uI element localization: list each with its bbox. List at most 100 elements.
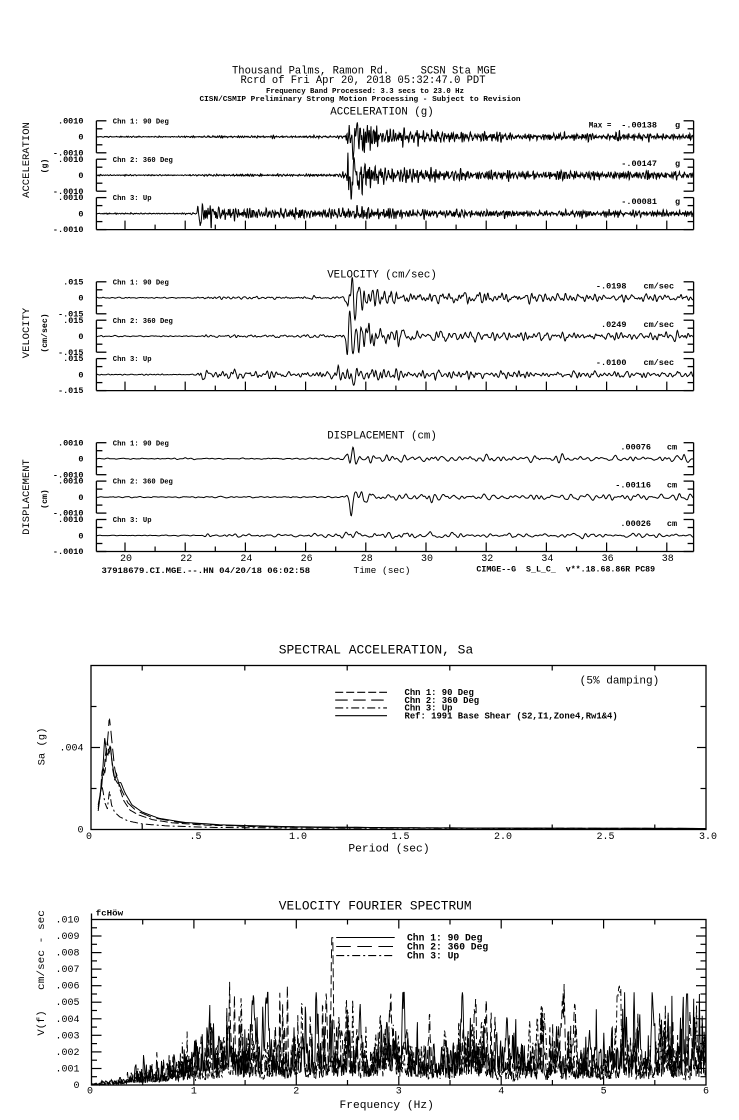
svg-text:3.0: 3.0 (699, 832, 717, 843)
svg-text:(5% damping): (5% damping) (580, 675, 660, 687)
svg-text:Chn 1: 90 Deg: Chn 1: 90 Deg (407, 932, 483, 943)
svg-text:2: 2 (293, 1087, 299, 1098)
svg-text:-.015: -.015 (58, 348, 84, 358)
svg-text:-.015: -.015 (58, 309, 84, 319)
svg-text:36: 36 (602, 554, 614, 565)
svg-text:Frequency Band Processed: 3.3: Frequency Band Processed: 3.3 secs to 23… (266, 88, 464, 96)
svg-text:-.0010: -.0010 (53, 187, 84, 197)
svg-text:Time (sec): Time (sec) (354, 565, 411, 576)
svg-text:.003: .003 (55, 1031, 79, 1042)
svg-text:(cm): (cm) (40, 489, 50, 509)
svg-text:Frequency (Hz): Frequency (Hz) (340, 1100, 434, 1112)
svg-text:Chn 3: Up: Chn 3: Up (113, 517, 152, 525)
svg-text:Ref: 1991 Base Shear (S2,I1,Zo: Ref: 1991 Base Shear (S2,I1,Zone4,Rw1&4) (405, 711, 618, 721)
svg-text:(g): (g) (40, 159, 50, 174)
svg-text:0: 0 (78, 531, 83, 541)
svg-text:.002: .002 (55, 1048, 79, 1059)
svg-text:0: 0 (73, 1081, 79, 1092)
svg-text:cm/sec: cm/sec (643, 320, 674, 330)
svg-text:.008: .008 (55, 949, 79, 960)
svg-text:cm/sec: cm/sec (643, 281, 674, 291)
svg-text:fcHöw: fcHöw (96, 910, 124, 919)
svg-text:.015: .015 (63, 316, 83, 326)
svg-text:VELOCITY FOURIER SPECTRUM: VELOCITY FOURIER SPECTRUM (279, 899, 472, 914)
svg-text:0: 0 (87, 1087, 93, 1098)
svg-text:1.5: 1.5 (391, 832, 409, 843)
svg-text:-.0100: -.0100 (596, 358, 627, 368)
svg-text:.005: .005 (55, 998, 79, 1009)
svg-text:0: 0 (78, 294, 83, 304)
svg-text:cm: cm (667, 481, 677, 491)
svg-text:Chn 1: 90 Deg: Chn 1: 90 Deg (113, 118, 170, 126)
svg-text:Chn 2: 360 Deg: Chn 2: 360 Deg (113, 318, 174, 326)
svg-text:0: 0 (78, 210, 83, 220)
svg-text:.0010: .0010 (58, 477, 84, 487)
svg-text:24: 24 (240, 554, 252, 565)
svg-text:CIMGE--G S_L_C_ v**.18.68.86: CIMGE--G S_L_C_ v**.18.68.86R PC89 (476, 565, 655, 575)
svg-text:22: 22 (180, 554, 192, 565)
svg-text:.015: .015 (63, 354, 83, 364)
svg-text:.0010: .0010 (58, 116, 84, 126)
svg-text:4: 4 (498, 1087, 504, 1098)
svg-text:.004: .004 (59, 744, 83, 755)
svg-text:34: 34 (541, 554, 553, 565)
svg-text:Chn 2: 360 Deg: Chn 2: 360 Deg (113, 479, 174, 487)
svg-text:CISN/CSMIP Preliminary Strong: CISN/CSMIP Preliminary Strong Motion Pro… (200, 96, 521, 104)
svg-text:30: 30 (421, 554, 433, 565)
svg-text:0: 0 (78, 371, 83, 381)
svg-text:-.0010: -.0010 (53, 509, 84, 519)
svg-text:.015: .015 (63, 277, 83, 287)
svg-text:3: 3 (396, 1087, 402, 1098)
svg-text:20: 20 (120, 554, 132, 565)
svg-text:-.00116: -.00116 (615, 481, 651, 491)
svg-text:.00026: .00026 (620, 519, 651, 529)
svg-text:0: 0 (78, 332, 83, 342)
svg-text:Chn 2: 360 Deg: Chn 2: 360 Deg (407, 941, 488, 952)
svg-text:Sa (g): Sa (g) (37, 728, 49, 766)
svg-text:6: 6 (703, 1087, 709, 1098)
svg-text:0: 0 (78, 455, 83, 465)
svg-text:.0249: .0249 (601, 320, 627, 330)
svg-text:Chn 1: 90 Deg: Chn 1: 90 Deg (113, 440, 170, 448)
svg-text:-.00138: -.00138 (621, 120, 657, 130)
svg-text:Chn 3: Up: Chn 3: Up (405, 704, 453, 714)
svg-text:0: 0 (78, 133, 83, 143)
svg-text:26: 26 (301, 554, 313, 565)
svg-text:1.0: 1.0 (289, 832, 307, 843)
svg-text:-.00147: -.00147 (621, 159, 657, 169)
svg-text:Max =: Max = (589, 120, 612, 130)
svg-text:g: g (675, 197, 680, 207)
svg-text:-.0010: -.0010 (53, 148, 84, 158)
svg-text:Chn 3: Up: Chn 3: Up (113, 195, 152, 203)
svg-text:cm/sec - sec: cm/sec - sec (36, 910, 48, 990)
svg-text:.004: .004 (55, 1015, 79, 1026)
svg-text:1: 1 (191, 1087, 197, 1098)
svg-text:Chn 2: 360 Deg: Chn 2: 360 Deg (405, 696, 480, 706)
svg-text:DISPLACEMENT: DISPLACEMENT (21, 459, 33, 535)
svg-text:Thousand Palms, Ramon Rd.: Thousand Palms, Ramon Rd. SCSN Sta MGE (232, 65, 496, 77)
svg-text:V(f): V(f) (36, 1010, 48, 1035)
svg-text:0: 0 (78, 493, 83, 503)
svg-text:0: 0 (77, 826, 83, 837)
svg-text:37918679.CI.MGE.--.HN 04/20/18: 37918679.CI.MGE.--.HN 04/20/18 06:02:58 (102, 566, 311, 576)
svg-text:-.015: -.015 (58, 386, 84, 396)
svg-text:DISPLACEMENT (cm): DISPLACEMENT (cm) (327, 430, 437, 442)
svg-text:32: 32 (481, 554, 493, 565)
svg-text:cm/sec: cm/sec (643, 358, 674, 368)
svg-text:.0010: .0010 (58, 515, 84, 525)
svg-text:.009: .009 (55, 932, 79, 943)
svg-text:Rcrd of Fri Apr 20, 2018 05:32: Rcrd of Fri Apr 20, 2018 05:32:47.0 PDT (241, 75, 486, 87)
svg-text:g: g (675, 159, 680, 169)
svg-text:.001: .001 (55, 1065, 79, 1076)
svg-text:-.00081: -.00081 (621, 197, 657, 207)
svg-text:.007: .007 (55, 965, 79, 976)
svg-text:-.0010: -.0010 (53, 547, 84, 557)
svg-text:-.0010: -.0010 (53, 225, 84, 235)
svg-text:28: 28 (361, 554, 373, 565)
svg-text:.010: .010 (55, 916, 79, 927)
svg-text:38: 38 (662, 554, 674, 565)
svg-text:Period (sec): Period (sec) (348, 844, 429, 856)
svg-text:ACCELERATION (g): ACCELERATION (g) (330, 107, 433, 119)
svg-text:Chn 1: 90 Deg: Chn 1: 90 Deg (405, 688, 474, 698)
svg-text:cm: cm (667, 519, 677, 529)
